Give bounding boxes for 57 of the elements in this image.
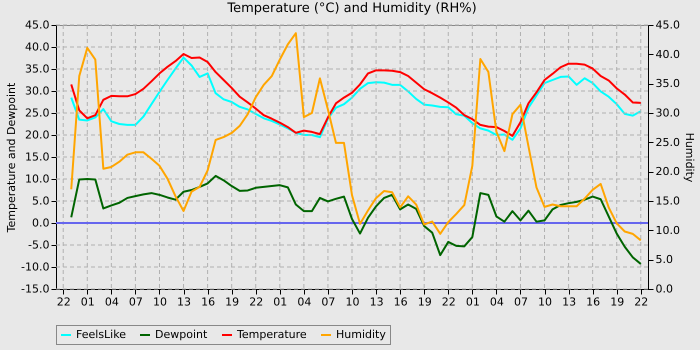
y-axis-title: Temperature and Dewpoint [5, 82, 18, 234]
y2-tick-label: 30.0 [656, 106, 680, 120]
y2-tick-label: 40.0 [656, 48, 680, 61]
y2-tick-label: 5.0 [656, 253, 673, 266]
legend-label: FeelsLike [76, 328, 126, 341]
y-tick-label: 15.0 [25, 150, 50, 164]
y2-tick-label: 45.0 [656, 18, 680, 32]
x-tick-label: 19 [418, 296, 432, 308]
x-tick-label: 07 [321, 296, 336, 308]
legend-label: Humidity [336, 328, 386, 341]
y-tick-label: -5.0 [28, 238, 50, 252]
x-tick-label: 10 [152, 296, 167, 308]
x-tick-label: 04 [297, 296, 312, 308]
y-tick-label: 45.0 [25, 18, 50, 32]
y2-tick-label: 25.0 [656, 136, 680, 149]
legend-label: Dewpoint [155, 328, 208, 341]
x-tick-label: 16 [586, 296, 600, 308]
x-tick-label: 16 [394, 296, 408, 308]
x-tick-label: 04 [104, 296, 119, 308]
y-tick-label: 30.0 [25, 84, 50, 98]
y-tick-label: 20.0 [25, 128, 50, 142]
y2-tick-label: 0.0 [656, 282, 673, 296]
x-tick-label: 01 [466, 296, 480, 308]
y-tick-label: 0.0 [32, 216, 50, 230]
x-tick-label: 22 [249, 296, 264, 308]
x-tick-label: 10 [346, 296, 360, 308]
x-tick-label: 01 [80, 296, 95, 308]
chart-title: Temperature (°C) and Humidity (RH%) [226, 1, 477, 16]
x-tick-label: 13 [177, 296, 192, 308]
y2-tick-label: 20.0 [656, 165, 680, 178]
x-tick-label: 07 [514, 296, 528, 308]
x-tick-label: 13 [370, 296, 384, 308]
y-tick-label: 10.0 [25, 172, 50, 186]
x-tick-label: 22 [634, 296, 648, 308]
x-tick-label: 01 [273, 296, 288, 308]
line-series [70, 174, 642, 265]
x-tick-label: 22 [442, 296, 456, 308]
y2-tick-label: 35.0 [656, 77, 680, 90]
line-series [70, 32, 642, 242]
y-tick-label: 5.0 [32, 194, 50, 208]
x-tick-label: 16 [201, 296, 216, 308]
y-tick-label: 25.0 [25, 106, 50, 120]
y-tick-label: 40.0 [25, 40, 50, 54]
y-tick-label: 35.0 [25, 62, 50, 76]
y2-tick-label: 15.0 [656, 194, 680, 208]
x-tick-label: 10 [538, 296, 552, 308]
x-tick-label: 19 [225, 296, 240, 308]
x-tick-label: 04 [490, 296, 504, 308]
x-tick-label: 22 [56, 296, 71, 308]
x-tick-label: 13 [562, 296, 576, 308]
y2-axis-title: Humidity [682, 132, 696, 183]
legend-label: Temperature [236, 328, 307, 341]
y-tick-label: -15.0 [21, 282, 50, 296]
x-tick-label: 07 [128, 296, 143, 308]
y-tick-label: -10.0 [21, 260, 50, 274]
y2-tick-label: 10.0 [656, 224, 680, 237]
x-tick-label: 19 [610, 296, 624, 308]
